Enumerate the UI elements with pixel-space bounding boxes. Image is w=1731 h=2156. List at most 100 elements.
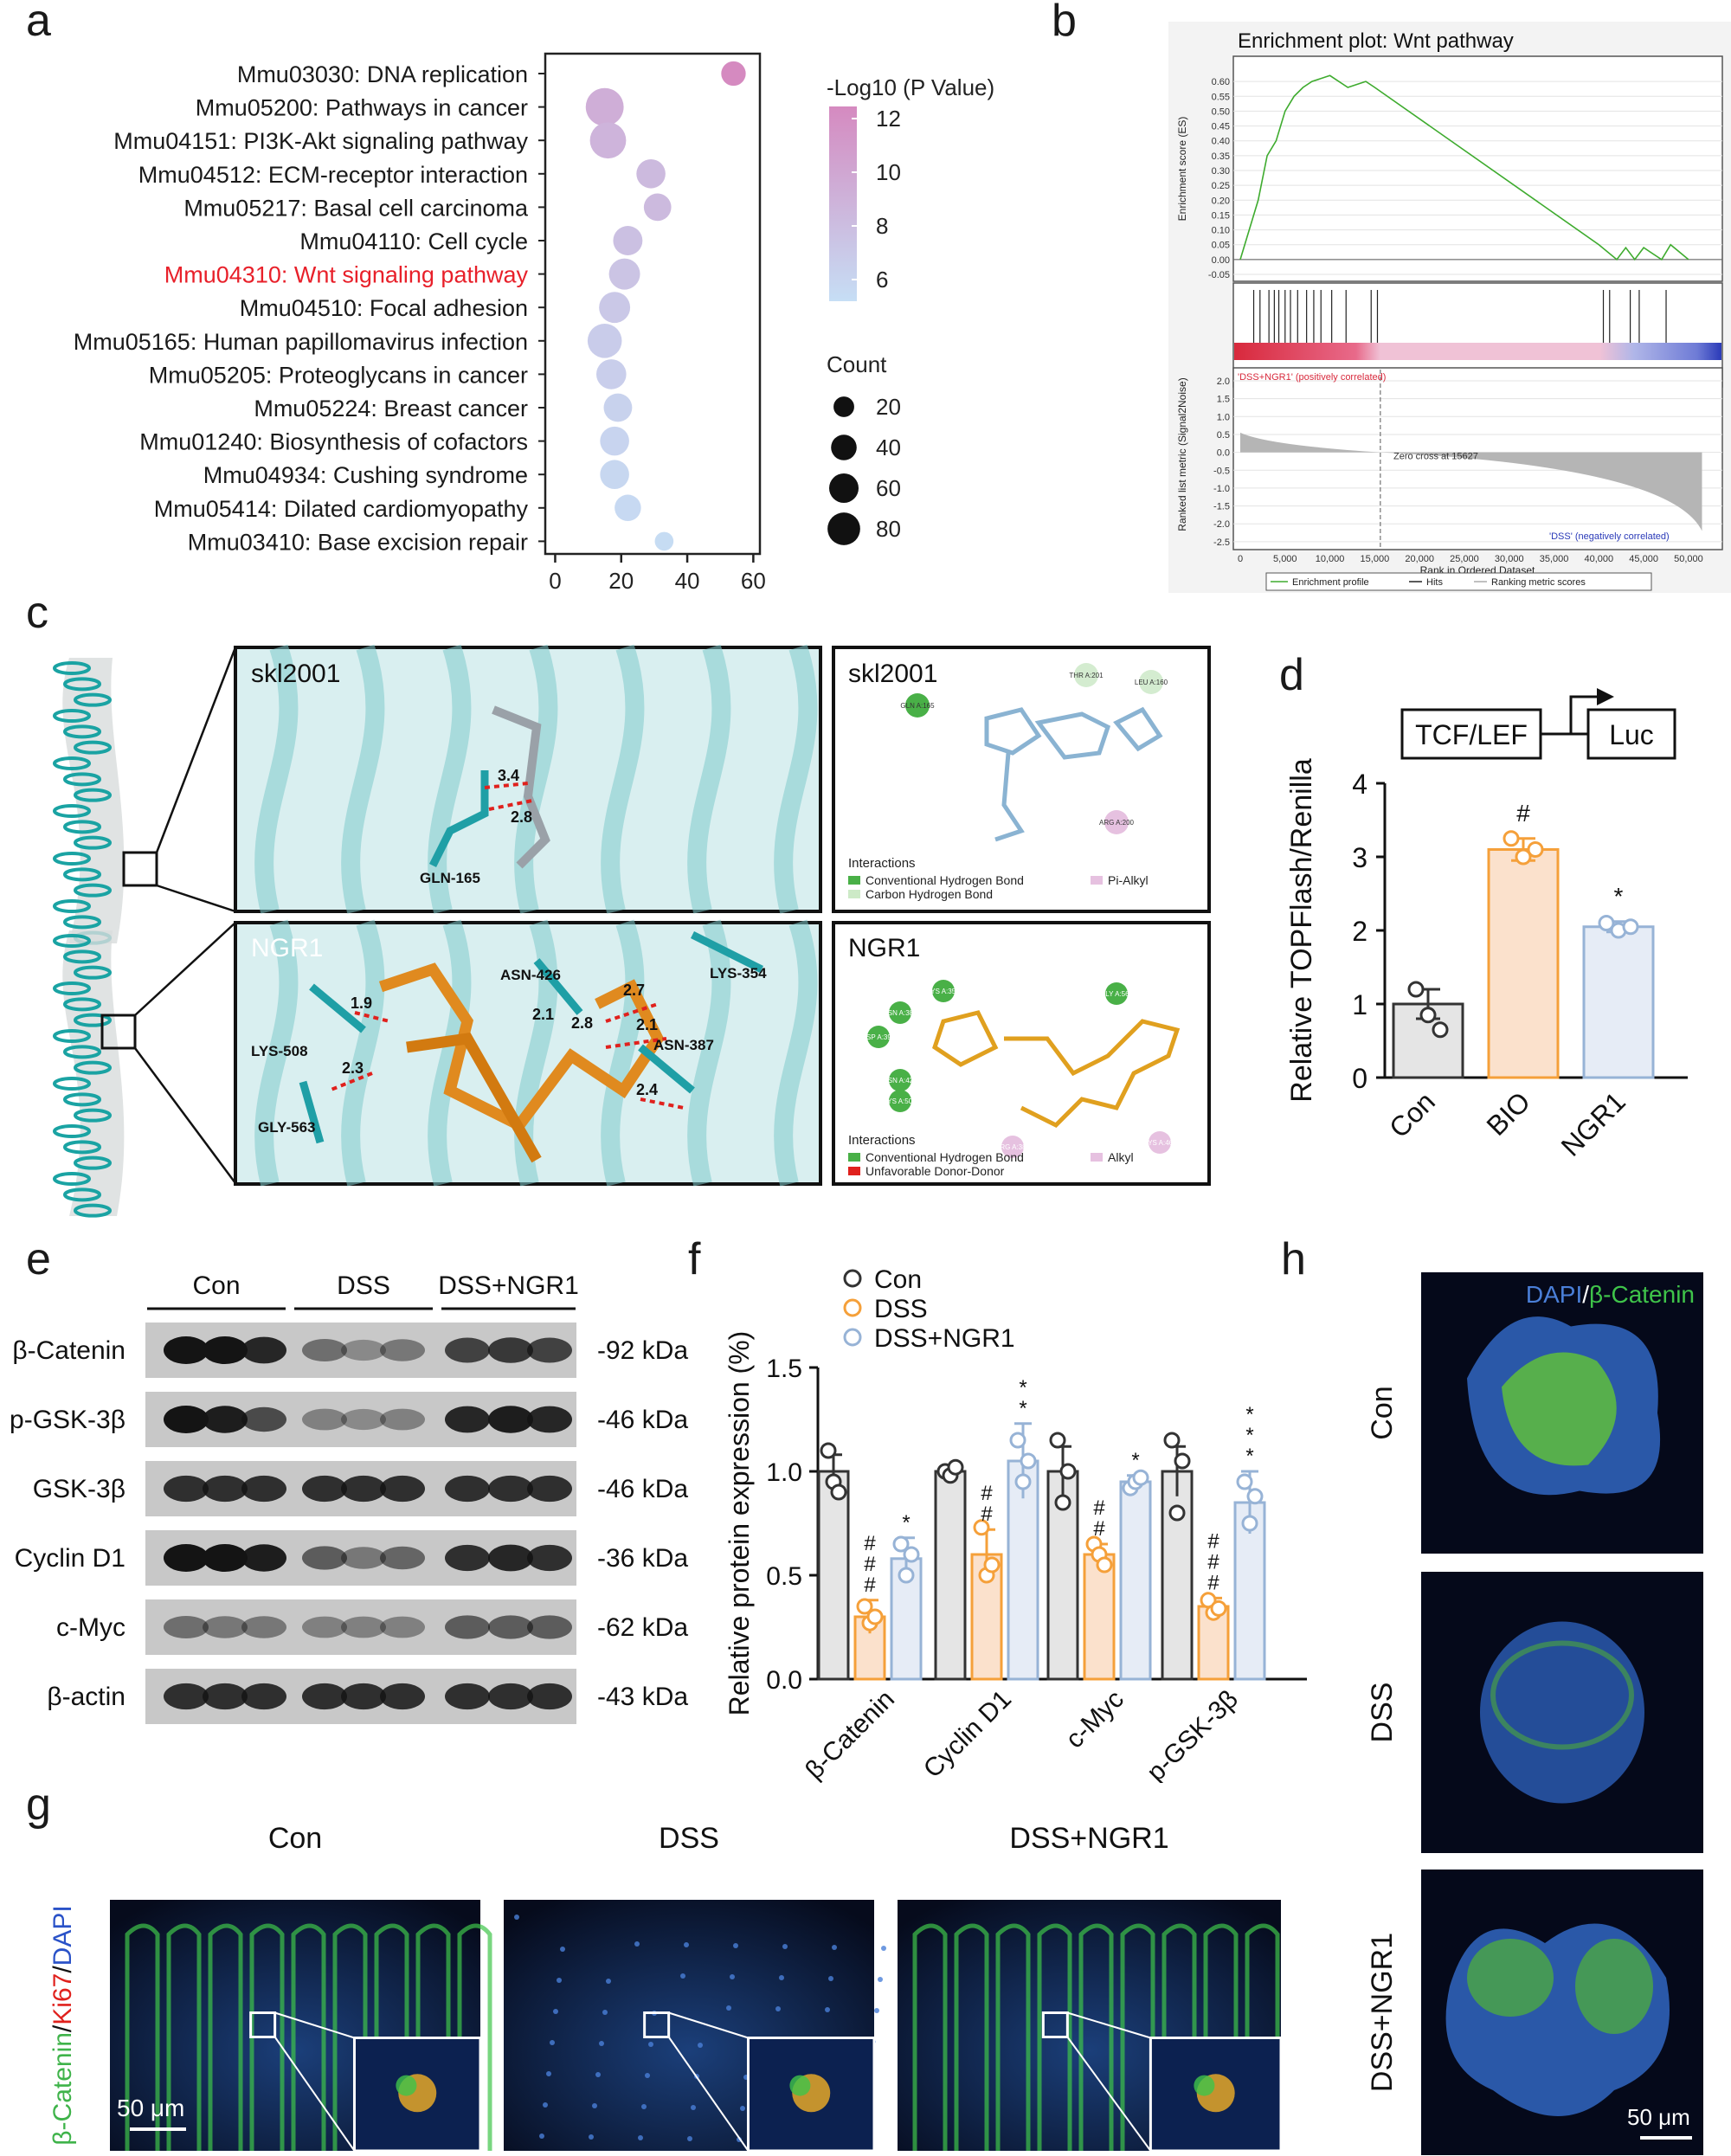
crypt	[1203, 1923, 1239, 2151]
category-label: Mmu05165: Human papillomavirus infection	[74, 329, 528, 355]
x-tick-label: c-Myc	[1060, 1685, 1129, 1754]
beta-catenin-signal	[1575, 1939, 1653, 2034]
nucleus	[592, 2103, 597, 2108]
panel-letter-a: a	[26, 0, 51, 46]
title-part: β-Catenin	[1589, 1281, 1695, 1308]
scale-label: 50 μm	[117, 2095, 184, 2121]
blot-band	[527, 1683, 572, 1710]
zoom-line	[274, 2011, 355, 2039]
residue-disc-label: ARG A:200	[1099, 819, 1135, 827]
ribbon	[687, 644, 731, 914]
nucleus	[546, 2071, 551, 2076]
molecule-2d	[984, 706, 1163, 842]
x-tick: 30,000	[1495, 554, 1524, 564]
helix	[74, 1155, 112, 1170]
panel-letter-d: d	[1279, 650, 1304, 700]
color-tick-label: 6	[876, 267, 888, 293]
bubble	[613, 226, 643, 255]
blot-band	[241, 1616, 286, 1638]
metric-positive-area	[1240, 432, 1380, 453]
crypt	[415, 1923, 451, 2151]
helix	[53, 756, 91, 770]
blot-band	[241, 1336, 286, 1364]
blot-band	[527, 1544, 572, 1572]
helix	[74, 1203, 112, 1218]
blot-band	[164, 1683, 209, 1710]
residue-disc	[889, 1090, 911, 1112]
ribbon	[341, 644, 385, 914]
blot-band	[341, 1616, 386, 1638]
es-tick: 0.20	[1212, 196, 1230, 206]
y-tick-label: 0.0	[766, 1666, 802, 1695]
row-label: DSS+NGR1	[1366, 1933, 1399, 2092]
blot-band	[302, 1475, 347, 1503]
blot-band	[445, 1406, 490, 1433]
category-label: Mmu04934: Cushing syndrome	[203, 462, 528, 488]
distance-label: 2.8	[511, 808, 532, 826]
pos-label: 'DSS+NGR1' (positively correlated)	[1238, 372, 1386, 383]
zoom-line	[155, 647, 237, 853]
promoter-arrow	[1569, 695, 1601, 734]
metric-tick: -2.5	[1213, 537, 1230, 548]
column-label: Con	[268, 1822, 322, 1855]
significance-mark: *	[1245, 1424, 1253, 1447]
nucleus	[634, 1941, 640, 1947]
x-tick-label: p-GSK-3β	[1142, 1685, 1244, 1783]
size-legend-dot	[833, 396, 854, 417]
es-tick: 0.60	[1212, 77, 1230, 87]
organoid-body	[1480, 1621, 1644, 1804]
panel-f-bar-chart: 0.0 0.5 1.0 1.5 Relative protein expression …	[724, 1265, 1307, 1783]
blot-band	[241, 1406, 286, 1432]
bar	[1083, 1553, 1116, 1681]
side-label-part: β-Catenin	[48, 2032, 77, 2146]
nucleus	[874, 2008, 879, 2013]
data-point	[947, 1458, 964, 1476]
interaction-item: Carbon Hydrogen Bond	[866, 887, 993, 901]
hbond	[354, 1011, 390, 1023]
bubble	[600, 460, 629, 489]
side-label-part: Ki67	[48, 1973, 77, 2025]
data-point	[866, 1608, 884, 1625]
data-point	[1419, 1007, 1437, 1024]
residue-disc-label: ASN A:387	[883, 1009, 917, 1017]
residue-stick	[690, 930, 764, 974]
data-point	[1598, 915, 1615, 931]
molecule-2d	[932, 1010, 1181, 1129]
title-part: /	[1582, 1281, 1589, 1308]
legend-swatch	[848, 1153, 860, 1162]
blot-band	[203, 1544, 248, 1572]
panel-h-organoid-images: Con DSS DSS+NGR1 DAPI/β-Catenin 50 μm	[1366, 1272, 1703, 2155]
hbond	[488, 799, 533, 811]
group-label: Con	[192, 1271, 240, 1300]
bubble	[643, 193, 672, 222]
bubble	[721, 61, 746, 87]
legend-swatch	[848, 1167, 860, 1175]
residue-disc	[1105, 982, 1128, 1005]
crypt	[166, 1923, 202, 2151]
legend-swatch	[848, 876, 860, 885]
protein-thumb-bottom	[53, 930, 125, 1218]
metric-tick: 1.5	[1217, 395, 1230, 405]
group-label: DSS	[337, 1271, 390, 1300]
ribbon	[687, 919, 731, 1187]
data-point	[820, 1442, 837, 1459]
metric-negative-area	[1380, 452, 1702, 531]
blot-band	[203, 1406, 248, 1433]
helix	[63, 949, 101, 964]
residue-disc-label: GLY A:563	[1100, 990, 1134, 998]
x-tick: 40,000	[1585, 554, 1614, 564]
metric-ylabel: Ranked list metric (Signal2Noise)	[1176, 377, 1188, 531]
y-tick-label: 0	[1352, 1063, 1367, 1094]
residue-disc	[867, 1026, 890, 1048]
category-label: Mmu03030: DNA replication	[237, 61, 528, 87]
residue-disc-label: ASP A:390	[862, 1033, 896, 1041]
blot-band	[527, 1475, 572, 1503]
data-point	[1246, 1488, 1264, 1505]
es-tick: 0.50	[1212, 106, 1230, 117]
kda-label: -92 kDa	[597, 1336, 688, 1365]
legend-swatch	[848, 890, 860, 898]
legend-item: Ranking metric scores	[1491, 577, 1586, 588]
nucleus	[602, 2010, 608, 2015]
y-axis-label: Relative protein expression (%)	[724, 1331, 755, 1716]
residue-disc	[905, 693, 930, 718]
